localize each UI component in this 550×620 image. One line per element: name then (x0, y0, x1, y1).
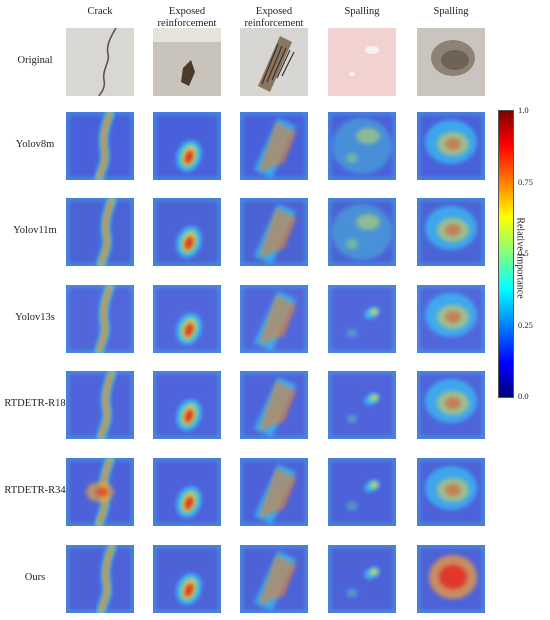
column-header-line: Spalling (433, 6, 469, 17)
heatmap-image (328, 198, 396, 266)
colorbar-title: Relative Importance (514, 217, 526, 299)
heatmap-image (328, 112, 396, 180)
original-image (328, 28, 396, 96)
heatmap-image (240, 458, 308, 526)
heatmap-image (240, 371, 308, 439)
column-header-line: Spalling (344, 6, 380, 17)
row-label: Yolov11m (13, 225, 57, 236)
column-header-1: Crack (60, 6, 140, 18)
original-image (153, 28, 221, 96)
heatmap-image (66, 458, 134, 526)
colorbar-tick-label: 1.0 (518, 105, 529, 115)
heatmap-image (240, 545, 308, 613)
original-image (240, 28, 308, 96)
row-label: Original (17, 55, 53, 66)
heatmap-image (417, 545, 485, 613)
heatmap-image (417, 458, 485, 526)
heatmap-image (240, 285, 308, 353)
column-header-line: Exposed (255, 6, 293, 17)
row-label: Ours (24, 572, 46, 583)
heatmap-image (66, 371, 134, 439)
heatmap-image (328, 545, 396, 613)
heatmap-image (328, 458, 396, 526)
heatmap-image (66, 285, 134, 353)
colorbar (498, 110, 514, 398)
colorbar-tick-label: 0.25 (518, 319, 533, 330)
heatmap-image (153, 112, 221, 180)
heatmap-image (417, 371, 485, 439)
column-header-4: Spalling (322, 6, 402, 18)
colorbar-tick-label: 0.75 (518, 176, 533, 187)
heatmap-image (153, 371, 221, 439)
original-image (417, 28, 485, 96)
heatmap-image (240, 198, 308, 266)
row-label: RTDETR-R18 (4, 398, 66, 409)
heatmap-image (417, 112, 485, 180)
heatmap-image (153, 458, 221, 526)
column-header-line: reinforcement (244, 18, 304, 29)
heatmap-image (66, 112, 134, 180)
row-label: Yolov13s (15, 312, 55, 323)
heatmap-image (66, 198, 134, 266)
heatmap-image (66, 545, 134, 613)
column-header-3: Exposed reinforcement (234, 6, 314, 30)
column-header-line: reinforcement (157, 18, 217, 29)
column-header-5: Spalling (411, 6, 491, 18)
heatmap-image (153, 285, 221, 353)
heatmap-image (417, 198, 485, 266)
column-header-line: Exposed (168, 6, 206, 17)
heatmap-image (328, 371, 396, 439)
original-image (66, 28, 134, 96)
row-label: Yolov8m (15, 139, 55, 150)
heatmap-image (153, 545, 221, 613)
colorbar-tick-label: 0.5 (518, 248, 529, 258)
column-header-line: Crack (87, 6, 113, 17)
heatmap-image (153, 198, 221, 266)
heatmap-image (328, 285, 396, 353)
heatmap-image (417, 285, 485, 353)
column-header-2: Exposed reinforcement (147, 6, 227, 30)
row-label: RTDETR-R34 (4, 485, 66, 496)
colorbar-tick-label: 0.0 (518, 391, 529, 401)
heatmap-image (240, 112, 308, 180)
